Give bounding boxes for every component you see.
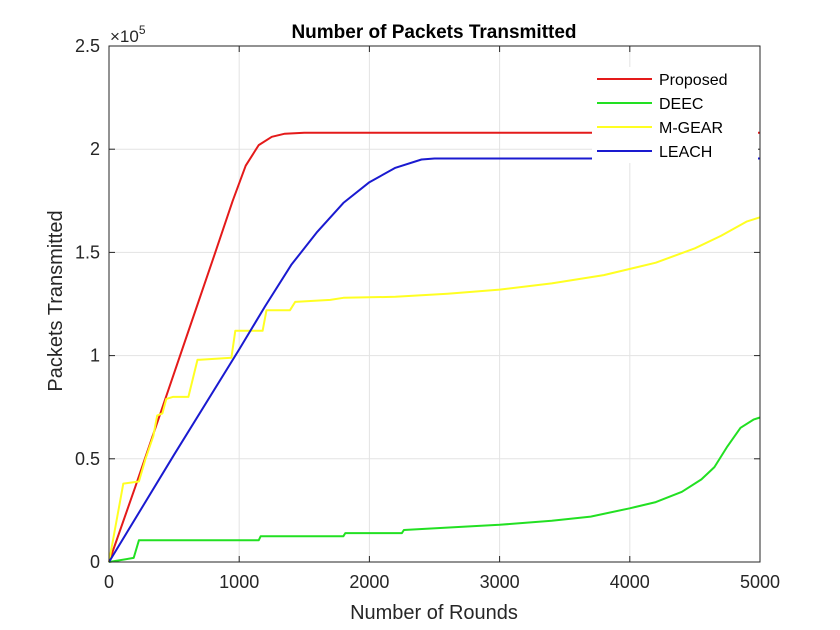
y-axis-multiplier: ×105 <box>110 23 146 46</box>
y-tick-label: 0.5 <box>75 449 100 469</box>
y-axis-label: Packets Transmitted <box>45 210 67 391</box>
series-line-m-gear <box>108 216 761 563</box>
legend-label: LEACH <box>659 144 712 161</box>
legend-label: Proposed <box>659 72 728 89</box>
series-line-leach <box>108 157 760 563</box>
legend-box <box>592 67 758 163</box>
chart-title: Number of Packets Transmitted <box>291 22 576 43</box>
y-multiplier-base: ×10 <box>110 27 139 46</box>
x-tick-label: 4000 <box>610 572 650 592</box>
legend-label: DEEC <box>659 96 703 113</box>
series-line-proposed <box>108 131 760 563</box>
x-tick-label: 2000 <box>349 572 389 592</box>
y-tick-label: 1 <box>90 346 100 366</box>
x-axis-label: Number of Rounds <box>350 602 518 624</box>
x-tick-label: 5000 <box>740 572 780 592</box>
x-tick-label: 0 <box>104 572 114 592</box>
axis-ticks: 0 1000 2000 3000 4000 5000 0 0.5 1 1.5 2 2.5 <box>75 36 780 592</box>
series-line-deec <box>108 416 761 563</box>
x-tick-label: 1000 <box>219 572 259 592</box>
y-tick-label: 0 <box>90 552 100 572</box>
series-layer <box>108 131 761 563</box>
y-tick-label: 2.5 <box>75 36 100 56</box>
y-multiplier-exponent: 5 <box>139 23 146 37</box>
legend-label: M-GEAR <box>659 120 723 137</box>
y-tick-label: 1.5 <box>75 242 100 262</box>
plot-frame <box>108 45 761 563</box>
legend: Proposed DEEC M-GEAR LEACH <box>592 67 758 163</box>
y-tick-label: 2 <box>90 139 100 159</box>
x-tick-label: 3000 <box>480 572 520 592</box>
